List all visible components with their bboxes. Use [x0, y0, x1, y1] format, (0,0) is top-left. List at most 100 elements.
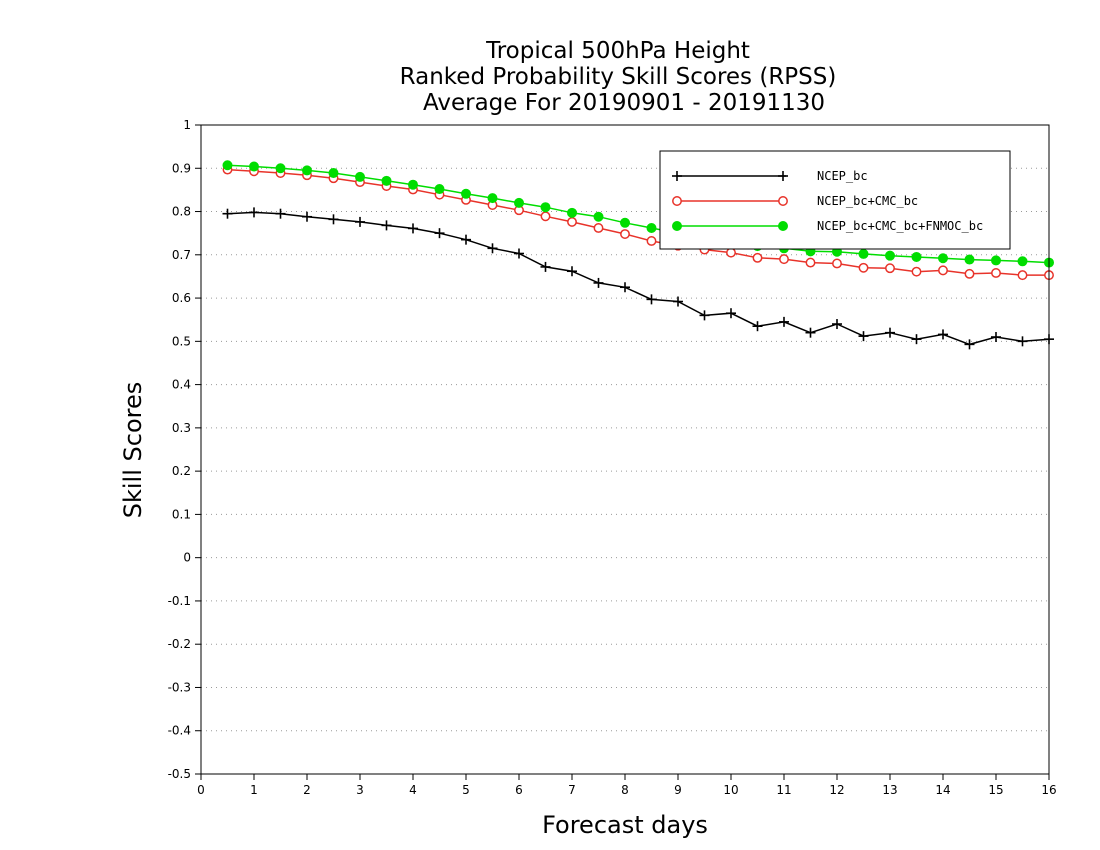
series-1	[222, 207, 1054, 350]
legend-label: NCEP_bc+CMC_bc	[817, 194, 918, 208]
axis-ticks: 1 0.9 0.8 0.7 0.6 0.5 0.4 0.3 0.2 0.1 0 -0.1 -0.2 -0.…	[168, 118, 1057, 797]
x-tick-label: 16	[1041, 783, 1056, 797]
data-point	[991, 332, 1001, 343]
data-point	[593, 277, 604, 288]
data-point	[567, 207, 577, 218]
data-point	[408, 223, 418, 234]
data-point	[726, 247, 736, 258]
x-tick-label: 0	[197, 783, 205, 797]
data-point	[858, 262, 869, 273]
data-point	[938, 265, 948, 276]
x-tick-label: 15	[988, 783, 1003, 797]
data-point	[805, 327, 816, 338]
data-point	[302, 165, 312, 176]
data-point	[593, 211, 604, 222]
data-point	[699, 310, 710, 321]
legend-swatch-marker	[672, 196, 682, 206]
data-point	[461, 234, 471, 245]
data-point	[567, 266, 577, 277]
data-point	[1017, 270, 1028, 281]
data-point	[964, 339, 975, 350]
grid-lines	[201, 167, 1049, 732]
y-tick-label: -0.1	[168, 594, 191, 608]
data-point	[249, 207, 259, 218]
legend-swatch-marker	[672, 221, 682, 231]
x-tick-label: 1	[250, 783, 258, 797]
y-tick-label: 0.2	[172, 464, 191, 478]
data-point	[249, 161, 259, 172]
data-point	[805, 257, 816, 268]
data-point	[779, 254, 789, 265]
y-tick-label: 0.4	[172, 378, 191, 392]
data-point	[964, 268, 975, 279]
data-point	[646, 294, 657, 305]
chart-title-line-1: Tropical 500hPa Height	[485, 38, 750, 64]
y-tick-label: 0.3	[172, 421, 191, 435]
legend-item-2: NCEP_bc+CMC_bc	[672, 194, 918, 208]
data-point	[275, 208, 286, 219]
data-point	[487, 243, 498, 254]
data-point	[593, 223, 604, 233]
y-tick-label: -0.4	[168, 724, 191, 738]
y-tick-label: 0.6	[172, 291, 191, 305]
legend-swatch-marker	[778, 171, 788, 181]
x-tick-label: 4	[409, 783, 417, 797]
data-point	[832, 319, 842, 330]
y-tick-label: -0.5	[168, 767, 191, 781]
x-tick-label: 12	[829, 783, 844, 797]
data-point	[885, 263, 895, 274]
y-tick-label: 0.9	[172, 161, 191, 175]
data-point	[646, 222, 657, 233]
data-point	[646, 236, 657, 246]
data-point	[911, 334, 922, 345]
x-tick-label: 3	[356, 783, 364, 797]
y-tick-label: -0.3	[168, 680, 191, 694]
x-tick-label: 8	[621, 783, 629, 797]
x-tick-label: 5	[462, 783, 470, 797]
data-point	[355, 216, 365, 227]
series-lines	[222, 160, 1054, 350]
data-point	[752, 252, 763, 263]
legend-item-3: NCEP_bc+CMC_bc+FNMOC_bc	[672, 219, 983, 233]
legend-item-1: NCEP_bc	[672, 169, 868, 183]
chart-title-line-2: Ranked Probability Skill Scores (RPSS)	[400, 64, 837, 90]
data-point	[964, 254, 975, 265]
legend-box	[659, 150, 1011, 250]
data-point	[381, 175, 392, 186]
data-point	[328, 168, 339, 179]
data-point	[752, 321, 763, 332]
data-point	[487, 193, 498, 204]
data-point	[1017, 336, 1028, 347]
data-point	[328, 214, 339, 225]
data-point	[302, 211, 312, 222]
data-point	[540, 211, 551, 222]
data-point	[620, 282, 630, 293]
data-point	[222, 208, 233, 219]
y-tick-label: 0.8	[172, 205, 191, 219]
plot-frame	[200, 124, 1050, 775]
x-tick-label: 9	[674, 783, 682, 797]
data-point	[1017, 256, 1028, 267]
x-tick-label: 13	[882, 783, 897, 797]
legend-swatch-marker	[778, 221, 788, 231]
y-tick-label: 0.1	[172, 507, 191, 521]
x-tick-label: 10	[723, 783, 738, 797]
legend-swatch-marker	[778, 196, 788, 206]
data-point	[434, 184, 445, 195]
data-point	[858, 248, 869, 259]
data-point	[673, 296, 683, 307]
data-point	[408, 179, 418, 190]
data-point	[540, 202, 551, 213]
data-point	[355, 171, 365, 182]
series-3	[222, 160, 1054, 268]
x-tick-label: 11	[776, 783, 791, 797]
legend-swatch-marker	[672, 171, 682, 181]
data-point	[540, 261, 551, 272]
data-point	[222, 160, 233, 171]
y-tick-label: 1	[183, 118, 191, 132]
data-point	[858, 331, 869, 342]
legend: NCEP_bc NCEP_bc+CMC_bc NCEP_bc+CMC_bc+FNMO…	[659, 150, 1011, 250]
y-tick-label: 0.5	[172, 334, 191, 348]
x-tick-label: 6	[515, 783, 523, 797]
